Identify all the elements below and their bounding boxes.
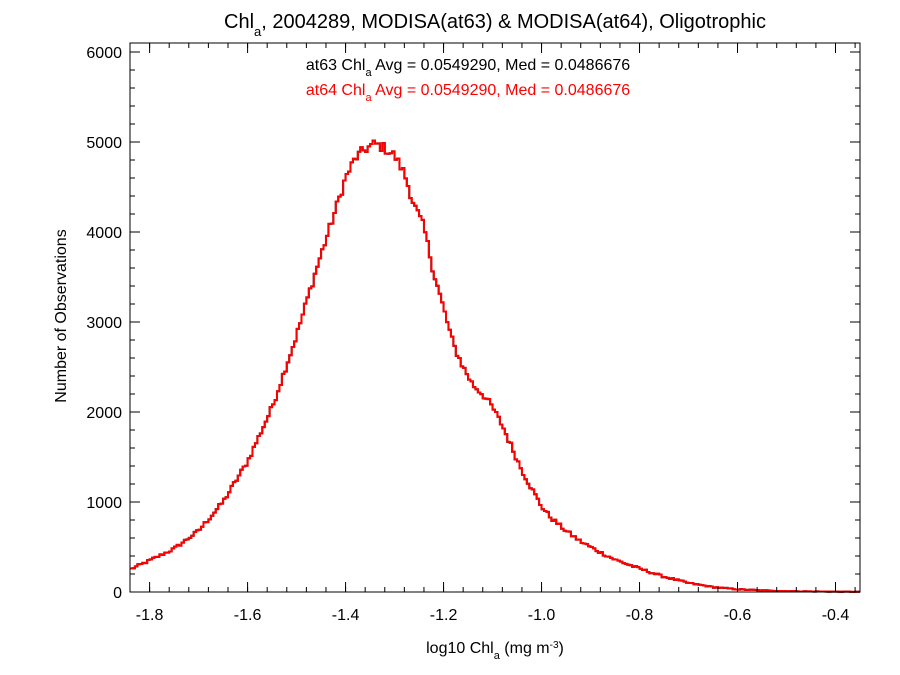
y-tick-label: 0 bbox=[113, 585, 122, 602]
x-tick-label: -0.6 bbox=[724, 607, 752, 624]
x-tick-label: -1.8 bbox=[136, 607, 164, 624]
x-tick-label: -0.8 bbox=[626, 607, 654, 624]
histogram-series-1 bbox=[130, 139, 860, 593]
y-axis-label: Number of Observations bbox=[53, 229, 70, 402]
y-tick-label: 6000 bbox=[86, 45, 122, 62]
y-tick-label: 2000 bbox=[86, 405, 122, 422]
x-tick-label: -1.4 bbox=[332, 607, 360, 624]
y-tick-label: 5000 bbox=[86, 135, 122, 152]
y-tick-label: 1000 bbox=[86, 495, 122, 512]
x-tick-label: -1.6 bbox=[234, 607, 262, 624]
x-tick-label: -1.2 bbox=[430, 607, 458, 624]
plot-frame bbox=[129, 42, 861, 593]
x-tick-label: -0.4 bbox=[822, 607, 850, 624]
y-tick-label: 4000 bbox=[86, 225, 122, 242]
series-layer bbox=[130, 139, 860, 593]
annotations: at63 Chla Avg = 0.0549290, Med = 0.04866… bbox=[306, 57, 630, 104]
y-tick-label: 3000 bbox=[86, 315, 122, 332]
x-axis-label: log10 Chla (mg m-3) bbox=[426, 640, 564, 663]
axes-layer: -1.8 -1.6 -1.4 -1.2 -1.0 -0.8 -0.6 -0.4 0 1000 200… bbox=[86, 42, 861, 624]
annotation-at64: at64 Chla Avg = 0.0549290, Med = 0.04866… bbox=[306, 82, 630, 104]
histogram-series-0 bbox=[130, 139, 860, 593]
annotation-at63: at63 Chla Avg = 0.0549290, Med = 0.04866… bbox=[306, 57, 630, 79]
x-tick-label: -1.0 bbox=[528, 607, 556, 624]
chart-title: Chla, 2004289, MODISA(at63) & MODISA(at6… bbox=[224, 11, 766, 39]
